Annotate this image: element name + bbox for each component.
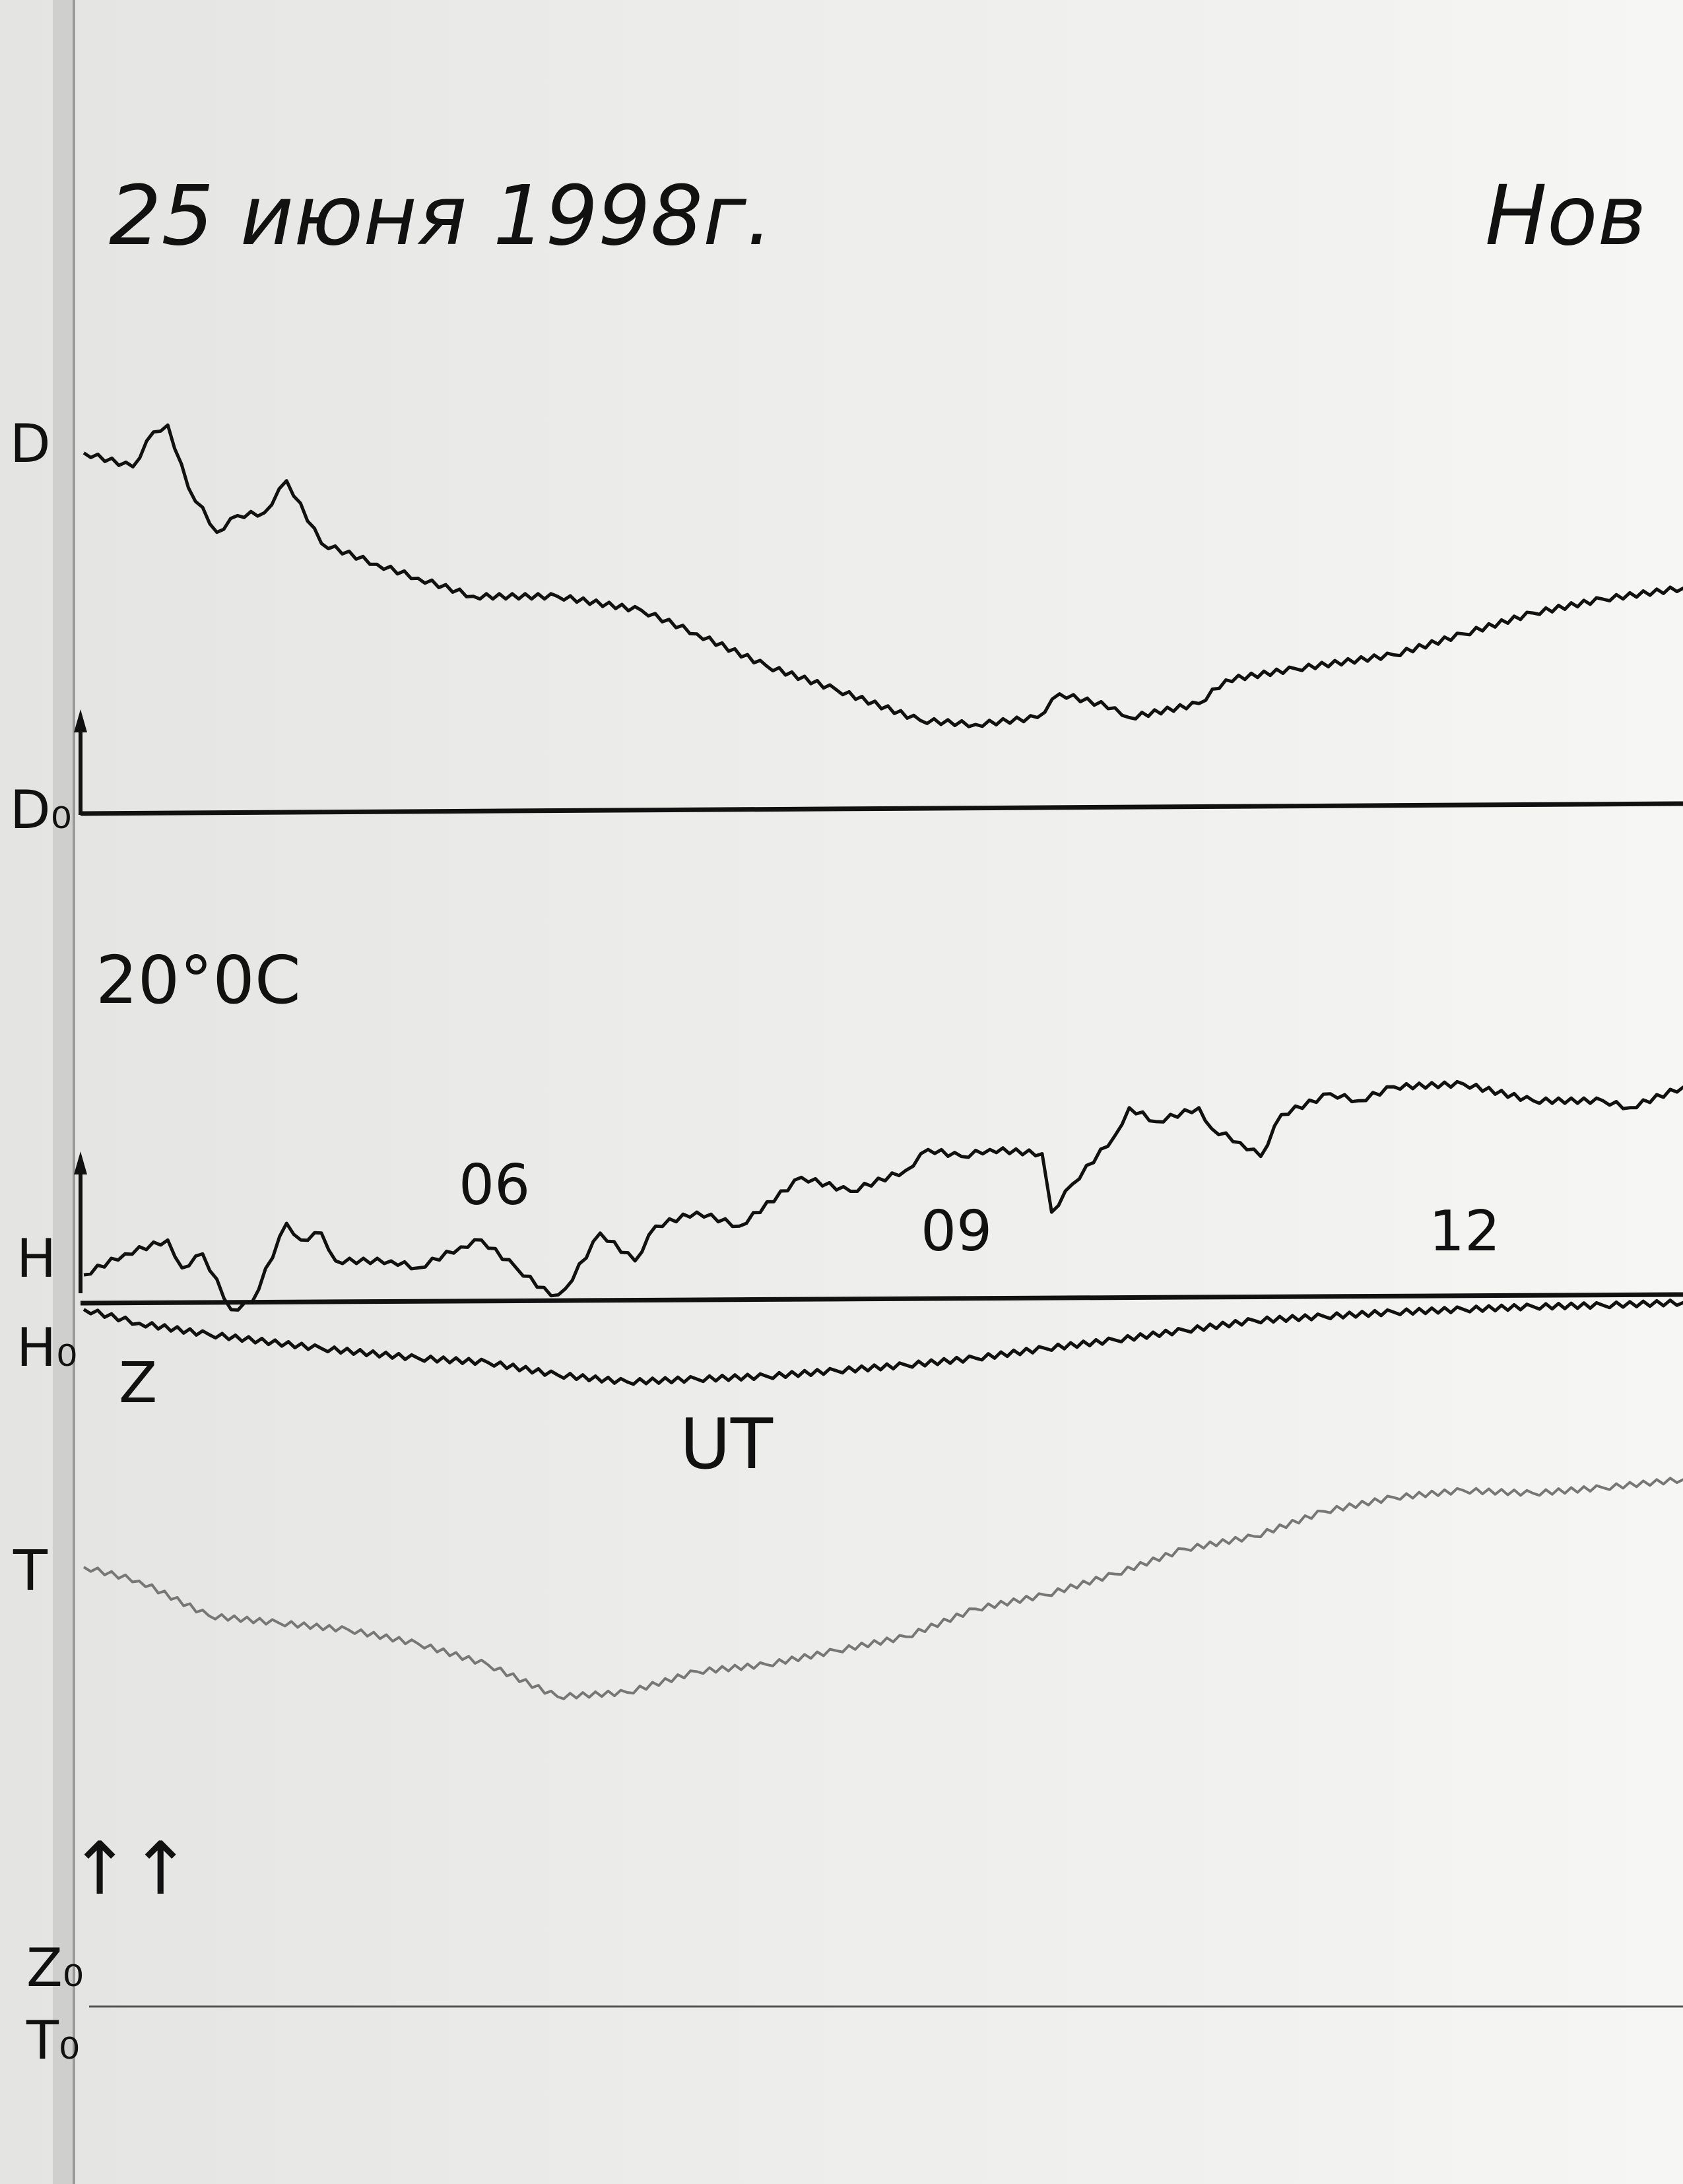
left-edge-stripe [53, 0, 74, 2184]
trace-Z [82, 1299, 1683, 1386]
x-axis-label-UT: UT [680, 1404, 774, 1485]
station-label: Нов [1485, 168, 1646, 264]
label-T: T [13, 1539, 48, 1604]
trace-T [82, 1477, 1683, 1700]
label-H: H [16, 1228, 56, 1289]
H0-baseline [80, 1292, 1683, 1306]
tick-06: 06 [459, 1153, 530, 1218]
label-T0: T₀ [26, 2010, 80, 2071]
Z-T-arrows-icon: ↑↑ [69, 1826, 191, 1911]
H-arrowhead-icon [74, 1151, 87, 1174]
traces [82, 423, 1683, 1700]
D-arrowhead-icon [74, 709, 87, 732]
label-H0: H₀ [16, 1317, 77, 1378]
temperature-note: 20°0С [96, 942, 301, 1019]
label-D0: D₀ [10, 779, 72, 841]
date-title: 25 июня 1998г. [109, 168, 772, 264]
D0-baseline [80, 801, 1683, 816]
label-Z: Z [119, 1351, 157, 1416]
tick-12: 12 [1429, 1199, 1500, 1264]
trace-D [82, 423, 1683, 728]
trace-H [83, 1079, 1683, 1312]
label-Z0: Z₀ [26, 1937, 84, 1999]
label-D: D [10, 413, 51, 474]
tick-09: 09 [921, 1199, 992, 1264]
